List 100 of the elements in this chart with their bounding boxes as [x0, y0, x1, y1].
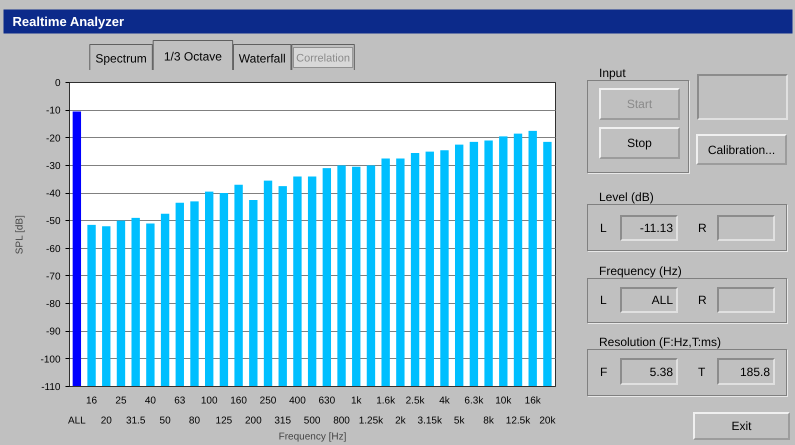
x-tick-label: 250 [260, 396, 277, 406]
text: Calibration... [708, 142, 776, 156]
bar [381, 158, 390, 386]
bar [264, 180, 272, 386]
text: 5.38 [650, 364, 673, 378]
bar [190, 201, 199, 386]
bar [116, 220, 126, 386]
x-tick-label: 4k [439, 396, 451, 406]
text: L [600, 293, 607, 307]
y-axis-title: SPL [dB] [14, 214, 26, 254]
bar [454, 144, 464, 386]
bar [499, 136, 508, 386]
x-tick-label: 2k [395, 416, 407, 426]
y-tick-label: -50 [46, 216, 61, 228]
x-tick-label: 315 [274, 416, 292, 426]
text: R [698, 221, 707, 235]
x-tick-label: 200 [244, 416, 262, 426]
y-tick-label: -90 [46, 326, 61, 338]
x-tick-label: 50 [160, 416, 172, 426]
bar [484, 140, 493, 386]
bar [160, 214, 170, 386]
bar [131, 218, 140, 386]
x-tick-label: 100 [200, 396, 218, 406]
x-tick-label: 20 [100, 416, 112, 426]
x-tick-label: 2.5k [406, 396, 426, 406]
text: ALL [652, 293, 673, 307]
y-tick-label: -60 [46, 244, 61, 255]
text: 1/3 Octave [164, 50, 222, 64]
bar [410, 152, 420, 386]
x-tick-label: 12.5k [506, 416, 532, 426]
bar [146, 223, 155, 386]
text: Correlation [296, 52, 350, 64]
x-tick-label: 1.25k [358, 416, 384, 426]
chart-title: Realtime Analyzer [12, 14, 124, 29]
x-tick-label: 400 [289, 396, 306, 406]
y-tick-label: 0 [54, 78, 61, 89]
bar [337, 165, 346, 386]
text: 185.8 [740, 364, 770, 378]
text: R [698, 293, 707, 307]
x-tick-label: 8k [483, 416, 495, 426]
bar [102, 226, 110, 386]
y-tick-label: -40 [46, 188, 61, 200]
x-tick-label: 10k [495, 396, 512, 406]
x-tick-label: 80 [188, 416, 200, 426]
x-tick-label: 1k [350, 396, 363, 406]
y-tick-label: -110 [41, 382, 61, 393]
y-tick-label: -10 [46, 106, 61, 117]
y-tick-label: -30 [46, 160, 61, 172]
bar [543, 142, 552, 386]
x-tick-label: 40 [144, 396, 156, 406]
bar [440, 150, 449, 386]
bar [205, 192, 214, 386]
bar [87, 224, 96, 386]
text: Level (dB) [598, 190, 655, 204]
x-tick-label: 3.15k [418, 416, 444, 426]
bar [470, 142, 478, 386]
text: F [600, 365, 608, 379]
x-tick-label: 6.3k [464, 396, 484, 406]
text: -11.13 [640, 221, 673, 235]
bar [308, 176, 316, 386]
bar [426, 152, 434, 386]
text: Spectrum [95, 52, 147, 66]
x-tick-label: 16k [524, 396, 542, 406]
x-axis-title: Frequency [Hz] [278, 432, 347, 442]
x-tick-label: 25 [115, 396, 127, 406]
x-tick-label: 5k [454, 416, 466, 426]
text: L [600, 221, 607, 235]
x-tick-label: 160 [230, 396, 248, 406]
bar [352, 166, 360, 386]
x-tick-label: 125 [216, 416, 233, 426]
bar [234, 184, 243, 386]
bar [72, 112, 82, 386]
x-tick-label: 1.6k [376, 396, 396, 406]
bar [528, 130, 537, 386]
bar [514, 134, 522, 386]
x-tick-label: 31.5 [126, 416, 146, 426]
x-tick-label: 500 [304, 416, 321, 426]
x-tick-label: 20k [539, 416, 556, 426]
x-tick-label: 16 [86, 396, 98, 406]
bar [278, 186, 287, 386]
x-tick-label: 800 [333, 416, 350, 426]
bar [396, 158, 405, 386]
y-tick-label: -20 [46, 133, 61, 144]
text: T [698, 365, 706, 379]
x-tick-label: ALL [68, 416, 86, 426]
text: Stop [627, 136, 652, 150]
x-tick-label: 63 [174, 396, 186, 406]
y-tick-label: -70 [46, 271, 61, 282]
text: Exit [731, 419, 752, 433]
text: Waterfall [238, 52, 286, 66]
text: Resolution (F:Hz,T:ms) [598, 335, 722, 349]
bar [293, 176, 302, 386]
text: Frequency (Hz) [598, 264, 683, 278]
y-tick-label: -100 [40, 354, 61, 366]
x-tick-label: 630 [318, 396, 336, 406]
text: Input [598, 66, 627, 80]
y-tick-label: -80 [46, 299, 61, 310]
bar [249, 200, 258, 386]
bar [366, 165, 376, 386]
bar [322, 168, 332, 386]
